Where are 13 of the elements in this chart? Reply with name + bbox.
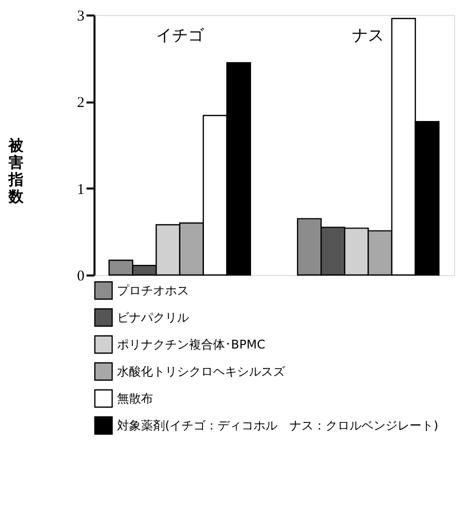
y-tick-label: 0 [77, 268, 84, 284]
legend-label: 無散布 [117, 392, 153, 406]
y-tick-label: 2 [77, 95, 84, 112]
legend-label: プロチオホス [117, 284, 189, 298]
legend-label: 水酸化トリシクロヘキシルスズ [117, 364, 286, 378]
y-axis-title: 被害指数 [8, 136, 24, 206]
legend-label: ビナパクリル [117, 310, 189, 324]
legend-label: ポリナクチン複合体･BPMC [117, 338, 266, 352]
legend-label: 対象薬剤(イチゴ：ディコホル ナス：クロルベンジレート) [117, 418, 438, 432]
y-tick-label: 1 [77, 182, 84, 198]
x-tick-label: イチゴ [156, 26, 205, 44]
x-tick-label: ナス [352, 26, 384, 44]
y-tick-label: 3 [77, 8, 84, 24]
